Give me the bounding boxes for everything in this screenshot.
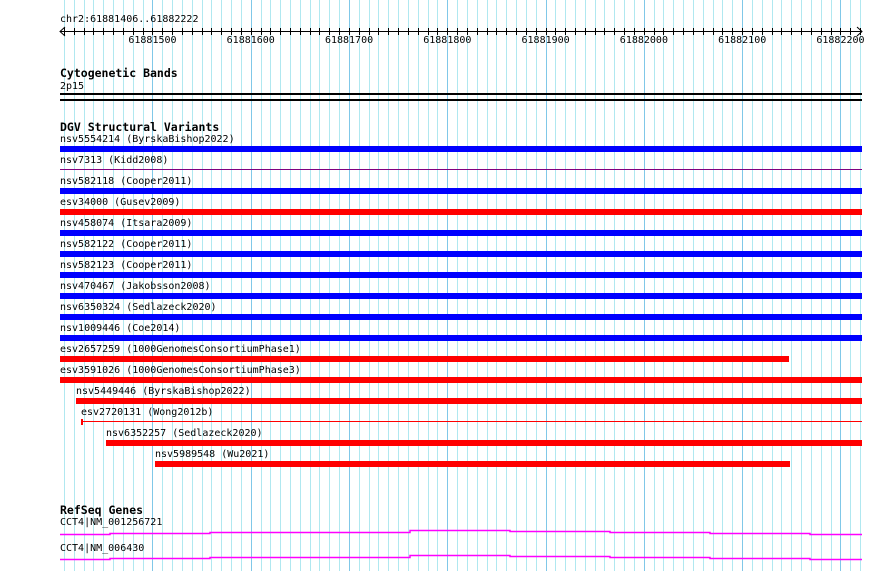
- variant-bar[interactable]: [60, 146, 862, 152]
- variant-label[interactable]: nsv5554214 (ByrskaBishop2022): [60, 134, 235, 145]
- variant-label[interactable]: nsv1009446 (Coe2014): [60, 323, 181, 334]
- variant-bar[interactable]: [60, 169, 862, 170]
- ruler-label: 61882000: [619, 35, 668, 46]
- variant-bar[interactable]: [60, 293, 862, 299]
- ruler-label: 61881900: [521, 35, 570, 46]
- variant-bar[interactable]: [60, 188, 862, 194]
- ruler-label: 61881500: [128, 35, 177, 46]
- location-label: chr2:61881406..61882222: [60, 14, 199, 25]
- transcript-line[interactable]: [60, 529, 862, 536]
- ruler-label: 61881800: [423, 35, 472, 46]
- variant-bar[interactable]: [81, 421, 862, 422]
- refseq-gene-label[interactable]: CCT4|NM_001256721: [60, 517, 163, 528]
- variant-bar[interactable]: [60, 272, 862, 278]
- variant-bar[interactable]: [60, 251, 862, 257]
- cytoband-divider-top: [60, 93, 862, 95]
- cytoband-name[interactable]: 2p15: [60, 81, 85, 92]
- variant-label[interactable]: nsv458074 (Itsara2009): [60, 218, 193, 229]
- variant-bar[interactable]: [60, 314, 862, 320]
- variant-bar[interactable]: [60, 356, 789, 362]
- cytoband-track-title: Cytogenetic Bands: [60, 66, 178, 80]
- variant-label[interactable]: nsv582118 (Cooper2011): [60, 176, 193, 187]
- dgv-track-title: DGV Structural Variants: [60, 120, 220, 134]
- variant-label[interactable]: esv34000 (Gusev2009): [60, 197, 181, 208]
- refseq-track-title: RefSeq Genes: [60, 503, 144, 517]
- variant-bar[interactable]: [60, 209, 862, 215]
- variant-label[interactable]: nsv6350324 (Sedlazeck2020): [60, 302, 217, 313]
- variant-bar[interactable]: [155, 461, 790, 467]
- variant-bar[interactable]: [60, 377, 862, 383]
- variant-bar[interactable]: [60, 335, 862, 341]
- arrow-right-icon[interactable]: [856, 26, 863, 37]
- ruler-label: 61881600: [226, 35, 275, 46]
- refseq-gene-label[interactable]: CCT4|NM_006430: [60, 543, 145, 554]
- variant-label[interactable]: nsv5989548 (Wu2021): [155, 449, 270, 460]
- arrow-left-icon[interactable]: [59, 26, 66, 37]
- variant-label[interactable]: esv2657259 (1000GenomesConsortiumPhase1): [60, 344, 301, 355]
- variant-bar[interactable]: [76, 398, 862, 404]
- variant-label[interactable]: esv2720131 (Wong2012b): [81, 407, 214, 418]
- variant-label[interactable]: nsv5449446 (ByrskaBishop2022): [76, 386, 251, 397]
- variant-bar[interactable]: [106, 440, 862, 446]
- variant-label[interactable]: nsv470467 (Jakobsson2008): [60, 281, 211, 292]
- cytoband-divider-bottom: [60, 99, 862, 101]
- ruler-label: 61881700: [324, 35, 374, 46]
- variant-label[interactable]: esv3591026 (1000GenomesConsortiumPhase3): [60, 365, 301, 376]
- variant-label[interactable]: nsv6352257 (Sedlazeck2020): [106, 428, 263, 439]
- variant-bar[interactable]: [60, 230, 862, 236]
- variant-start-marker: [81, 419, 83, 425]
- variant-label[interactable]: nsv582122 (Cooper2011): [60, 239, 193, 250]
- ruler-label: 61882100: [718, 35, 767, 46]
- variant-label[interactable]: nsv582123 (Cooper2011): [60, 260, 193, 271]
- transcript-line[interactable]: [60, 554, 862, 561]
- variant-label[interactable]: nsv7313 (Kidd2008): [60, 155, 169, 166]
- ruler-label: 61882200: [816, 35, 865, 46]
